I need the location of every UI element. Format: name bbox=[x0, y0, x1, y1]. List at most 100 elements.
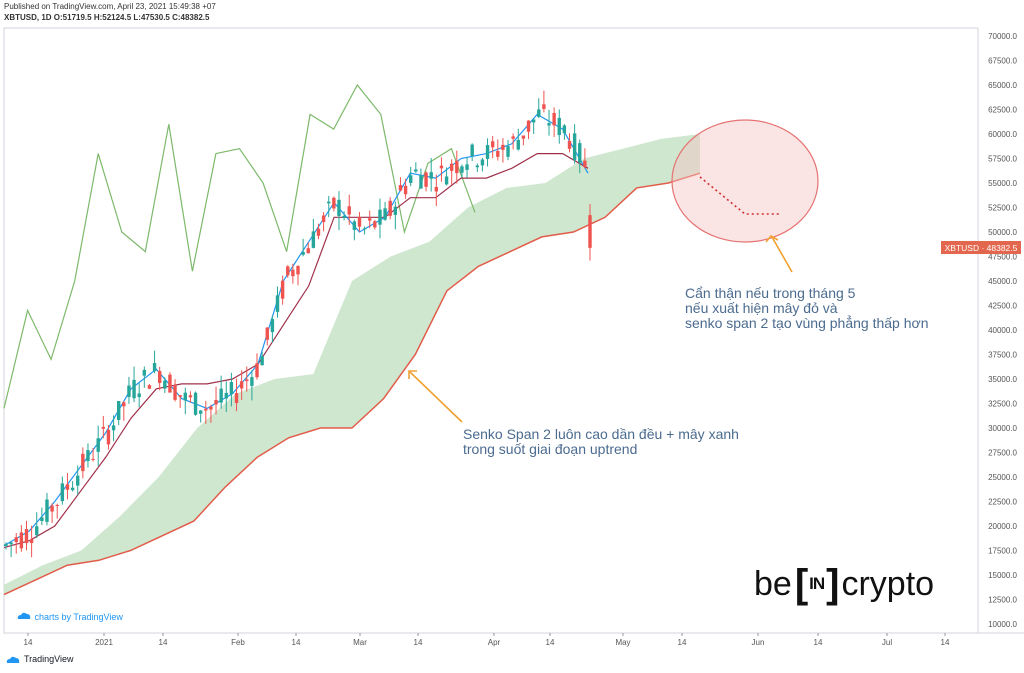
candle-body bbox=[357, 217, 362, 227]
price-tick-label: 15000.0 bbox=[988, 571, 1017, 580]
logo-bracket-icon: [IN] bbox=[794, 561, 840, 606]
candle-body bbox=[209, 406, 213, 410]
candle-body bbox=[214, 399, 218, 405]
candle-body bbox=[465, 164, 469, 170]
last-price-label: XBTUSD · 48382.5 bbox=[945, 243, 1018, 253]
candle-body bbox=[501, 144, 505, 150]
price-tick-label: 50000.0 bbox=[988, 228, 1017, 237]
candle-body bbox=[55, 504, 59, 506]
candle-body bbox=[81, 453, 85, 472]
candle-body bbox=[40, 517, 44, 521]
candle-body bbox=[362, 228, 367, 230]
published-header: Published on TradingView.com, April 23, … bbox=[4, 2, 216, 11]
price-tick-label: 40000.0 bbox=[988, 326, 1017, 335]
candle-body bbox=[424, 172, 428, 187]
candle-body bbox=[347, 206, 351, 215]
candle-body bbox=[188, 395, 193, 398]
candle-body bbox=[183, 392, 187, 401]
candle-body bbox=[106, 429, 111, 445]
time-tick-label: 14 bbox=[941, 638, 950, 647]
drawings bbox=[408, 119, 819, 423]
conversion-line bbox=[3, 113, 589, 547]
candle-body bbox=[537, 109, 541, 117]
time-tick-label: Mar bbox=[353, 638, 367, 647]
candle-body bbox=[588, 215, 592, 248]
candle-body bbox=[552, 112, 556, 126]
time-tick-label: 14 bbox=[292, 638, 301, 647]
candle-body bbox=[275, 295, 280, 312]
candle-body bbox=[101, 426, 106, 429]
candle-body bbox=[583, 160, 587, 168]
time-tick-label: 14 bbox=[414, 638, 423, 647]
candle-body bbox=[111, 425, 116, 431]
candle-body bbox=[147, 385, 152, 389]
price-tick-label: 10000.0 bbox=[988, 620, 1017, 629]
price-tick-label: 67500.0 bbox=[988, 57, 1017, 66]
candle-body bbox=[163, 380, 167, 389]
candle-body bbox=[511, 136, 515, 139]
candle-body bbox=[429, 172, 433, 179]
candle-body bbox=[4, 543, 8, 546]
candle-body bbox=[419, 175, 423, 189]
candle-body bbox=[542, 104, 546, 109]
candle-body bbox=[455, 160, 459, 174]
candle-body bbox=[91, 458, 95, 460]
candle-body bbox=[204, 408, 208, 411]
base-line bbox=[3, 153, 589, 549]
candle-body bbox=[301, 252, 305, 255]
price-axis[interactable]: 70000.0 67500.0 65000.0 62500.0 60000.0 57500… bbox=[988, 32, 1017, 629]
lagging-span-line bbox=[3, 83, 476, 409]
candle-body bbox=[193, 392, 198, 415]
candle-body bbox=[368, 218, 372, 221]
arrow-to-ellipse-head bbox=[765, 234, 779, 243]
candle-body bbox=[352, 221, 357, 230]
candle-body bbox=[337, 199, 341, 216]
candle-body bbox=[132, 379, 136, 399]
candle-body bbox=[35, 526, 39, 536]
candle-body bbox=[460, 166, 464, 173]
time-tick-label: 14 bbox=[24, 638, 33, 647]
arrow-to-span-b bbox=[409, 371, 463, 423]
candle-body bbox=[578, 143, 582, 163]
candle-body bbox=[137, 393, 141, 398]
indicator-lines bbox=[3, 83, 701, 596]
price-tick-label: 30000.0 bbox=[988, 424, 1017, 433]
candle-body bbox=[373, 221, 377, 228]
price-tick-label: 27500.0 bbox=[988, 449, 1017, 458]
price-tick-label: 55000.0 bbox=[988, 179, 1017, 188]
price-tick-label: 70000.0 bbox=[988, 32, 1017, 41]
projected-span-b bbox=[699, 176, 780, 215]
candle-body bbox=[29, 539, 34, 543]
logo-text-crypto: crypto bbox=[841, 564, 935, 603]
candle-body bbox=[434, 186, 439, 192]
candle-body bbox=[526, 120, 531, 132]
candle-body bbox=[265, 327, 269, 340]
price-tick-label: 42500.0 bbox=[988, 302, 1017, 311]
time-tick-label: 14 bbox=[678, 638, 687, 647]
tradingview-footer[interactable]: TradingView bbox=[6, 654, 74, 664]
time-tick-label: 14 bbox=[814, 638, 823, 647]
tradingview-watermark[interactable]: charts by TradingView bbox=[16, 611, 123, 622]
price-tick-label: 47500.0 bbox=[988, 253, 1017, 262]
symbol-ohlc-line: XBTUSD, 1D O:51719.5 H:52124.5 L:47530.5… bbox=[4, 13, 210, 22]
candle-body bbox=[506, 146, 510, 157]
candle-body bbox=[327, 201, 331, 204]
candle-body bbox=[521, 135, 526, 139]
time-axis[interactable]: 14 2021 14 Feb 14 Mar 14 Apr 14 May 14 Jun 14 Jul 14 bbox=[24, 633, 950, 647]
candle-body bbox=[178, 395, 182, 397]
candle-body bbox=[270, 319, 275, 333]
tradingview-logo-icon bbox=[6, 656, 20, 663]
candle-body bbox=[414, 169, 418, 172]
candle-body bbox=[291, 269, 295, 277]
candle-body bbox=[398, 185, 403, 191]
candle-body bbox=[260, 356, 264, 366]
candle-body bbox=[45, 499, 49, 522]
price-tick-label: 22500.0 bbox=[988, 498, 1017, 507]
candle-body bbox=[152, 363, 157, 372]
candle-body bbox=[439, 165, 444, 169]
candle-body bbox=[557, 117, 561, 136]
candle-body bbox=[531, 119, 536, 123]
warning-ellipse bbox=[671, 119, 819, 243]
footer-text: TradingView bbox=[24, 654, 74, 664]
